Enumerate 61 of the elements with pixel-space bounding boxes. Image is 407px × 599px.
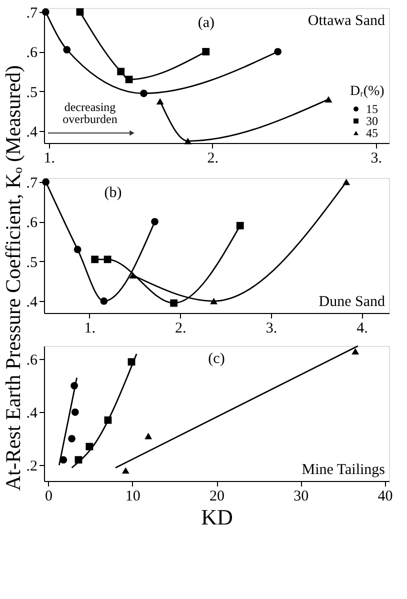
y-tick-label: .6 [26,215,38,232]
point [274,48,282,56]
point [324,96,332,103]
x-tick-label: 40 [378,488,393,504]
point [156,98,164,105]
y-tick-label: .7 [26,5,38,22]
y-tick-label: .4 [26,406,38,422]
annotation: (b) [104,185,122,201]
annotation: Ottawa Sand [308,13,386,29]
point [42,178,50,186]
point [210,298,218,304]
point [170,299,178,307]
annotation: Mine Tailings [302,462,386,478]
y-tick-label: .7 [26,175,38,192]
annotation: decreasing overburden [62,100,118,126]
point [74,246,82,254]
x-tick-label: 3. [370,150,382,166]
point [129,272,137,278]
y-tick-label: .2 [26,458,38,475]
point [352,348,360,355]
legend-label: 15 [366,102,378,116]
x-tick-label: 4. [356,320,368,336]
y-tick-label: .6 [26,352,38,369]
point [342,178,350,186]
point [91,256,99,264]
y-tick-label: .5 [26,254,38,271]
y-axis-title: At-Rest Earth Pressure Coefficient, Kₒ (Measured) [1,65,25,491]
point [202,48,210,56]
y-tick-label: .5 [26,84,38,101]
legend-title: Dᵣ(%) [350,84,385,99]
point [63,46,71,54]
annotation: Dune Sand [318,294,386,310]
point [104,256,112,264]
x-tick-label: 10 [125,488,140,504]
legend-label: 30 [366,114,378,128]
x-tick-label: 2. [207,150,219,166]
point [140,90,148,98]
x-tick-label: 0 [44,488,52,504]
point [68,434,76,442]
point [236,222,244,230]
x-tick-label: 30 [294,488,309,504]
y-tick-label: .4 [26,294,38,311]
legend-label: 45 [366,126,378,140]
point [151,218,158,226]
annotation: (c) [208,351,225,367]
x-axis-title: KD [201,504,233,530]
point [117,68,125,76]
point [122,467,130,474]
point [144,432,152,440]
x-tick-label: 1. [44,150,56,166]
point [184,138,192,144]
y-tick-label: .4 [26,124,38,141]
x-tick-label: 2. [175,320,186,336]
x-tick-label: 3. [266,320,278,336]
annotation: (a) [198,15,214,31]
x-tick-label: 1. [84,320,96,336]
y-tick-label: .6 [26,45,38,62]
point [71,408,79,416]
point [42,8,50,16]
point [100,297,108,305]
x-tick-label: 20 [210,488,224,504]
